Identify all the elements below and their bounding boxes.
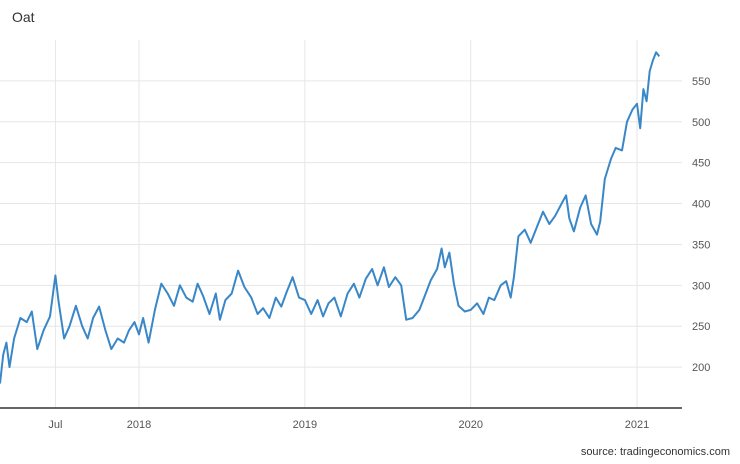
y-tick-label: 250: [692, 321, 710, 333]
vertical-gridlines: [54, 40, 638, 408]
source-attribution: source: tradingeconomics.com: [580, 446, 730, 458]
y-tick-label: 200: [692, 362, 710, 374]
y-tick-label: 450: [692, 158, 710, 170]
x-tick-label: 2020: [458, 419, 482, 431]
y-tick-label: 400: [692, 199, 710, 211]
y-tick-label: 550: [692, 76, 710, 88]
oat-price-line: [0, 51, 661, 384]
y-tick-label: 500: [692, 117, 710, 129]
x-axis-tick-labels: Jul 2018 2019 2020 2021: [48, 419, 649, 431]
y-axis-tick-labels: 200 250 300 350 400 450 500 550: [692, 76, 710, 374]
y-tick-label: 300: [692, 280, 710, 292]
x-tick-label: 2018: [127, 419, 151, 431]
y-tick-label: 350: [692, 239, 710, 251]
x-tick-label: 2021: [625, 419, 649, 431]
horizontal-gridlines: [0, 80, 682, 368]
chart-title: Oat: [12, 9, 35, 25]
x-tick-label: 2019: [293, 419, 317, 431]
x-tick-label: Jul: [48, 419, 62, 431]
